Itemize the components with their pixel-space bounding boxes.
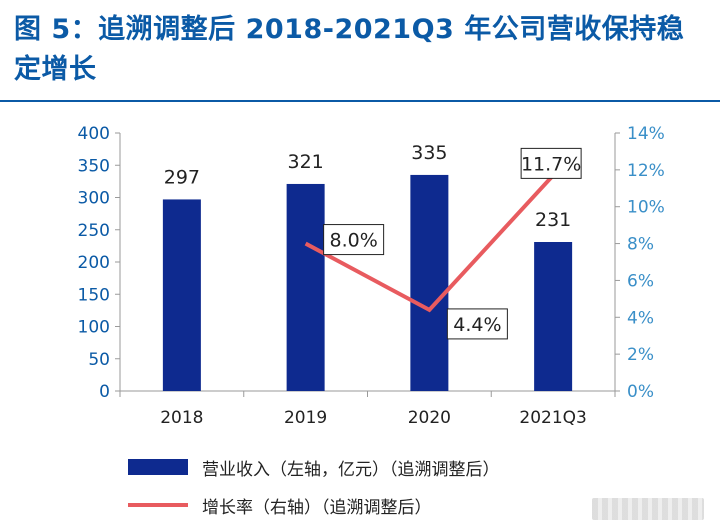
bar-data-label: 335 xyxy=(411,142,447,164)
line-layer xyxy=(304,174,555,313)
left-tick-label: 400 xyxy=(78,124,110,144)
bar xyxy=(534,242,573,391)
x-tick-label: 2019 xyxy=(284,408,327,428)
watermark xyxy=(592,498,704,520)
bar-data-label: 231 xyxy=(535,209,571,231)
line-data-label-box xyxy=(323,224,385,256)
right-tick-label: 4% xyxy=(627,308,654,328)
line-data-label: 4.4% xyxy=(453,314,501,336)
left-tick-label: 100 xyxy=(78,318,110,338)
legend-item-growth: 增长率（右轴）（追溯调整后） xyxy=(128,486,500,524)
legend-label-growth: 增长率（右轴）（追溯调整后） xyxy=(202,497,432,518)
right-tick-label: 10% xyxy=(627,198,665,218)
legend-swatch-bar xyxy=(128,459,188,475)
bar xyxy=(410,174,449,391)
right-tick-label: 8% xyxy=(627,235,654,255)
bar xyxy=(162,199,201,391)
line-data-label: 8.0% xyxy=(329,230,377,252)
left-tick-label: 0 xyxy=(99,382,110,402)
line-data-label-box xyxy=(520,147,582,179)
line-data-label: 11.7% xyxy=(521,153,581,175)
left-tick-label: 300 xyxy=(78,189,110,209)
left-tick-label: 150 xyxy=(78,285,110,305)
bars-layer xyxy=(162,174,573,391)
right-tick-label: 2% xyxy=(627,345,654,365)
bar xyxy=(286,183,325,391)
legend: 营业收入（左轴，亿元）（追溯调整后） 增长率（右轴）（追溯调整后） xyxy=(128,448,500,524)
line-data-label-box xyxy=(446,308,508,340)
right-tick-label: 0% xyxy=(627,382,654,402)
bar-data-label: 321 xyxy=(287,151,323,173)
axes-layer: 0 50 100 150 200 250 300 350 400 0% 2% 4% 6% 8% 10% 12%… xyxy=(78,124,665,428)
left-tick-label: 250 xyxy=(78,221,110,241)
x-tick-label: 2021Q3 xyxy=(519,408,586,428)
left-tick-label: 50 xyxy=(88,350,110,370)
legend-label-revenue: 营业收入（左轴，亿元）（追溯调整后） xyxy=(202,459,500,480)
chart-title: 图 5：追溯调整后 2018-2021Q3 年公司营收保持稳定增长 xyxy=(14,14,685,85)
x-tick-label: 2020 xyxy=(408,408,451,428)
right-tick-label: 12% xyxy=(627,161,665,181)
left-tick-label: 200 xyxy=(78,253,110,273)
data-labels-layer: 297 321 335 231 8.0% 4.4% 11.7% xyxy=(164,142,582,340)
legend-swatch-line xyxy=(128,503,188,507)
right-tick-label: 14% xyxy=(627,124,665,144)
legend-item-revenue: 营业收入（左轴，亿元）（追溯调整后） xyxy=(128,448,500,486)
right-tick-label: 6% xyxy=(627,271,654,291)
x-tick-label: 2018 xyxy=(160,408,203,428)
bar-data-label: 297 xyxy=(164,166,200,188)
title-divider xyxy=(0,100,720,102)
growth-line xyxy=(304,174,555,313)
left-tick-label: 350 xyxy=(78,156,110,176)
